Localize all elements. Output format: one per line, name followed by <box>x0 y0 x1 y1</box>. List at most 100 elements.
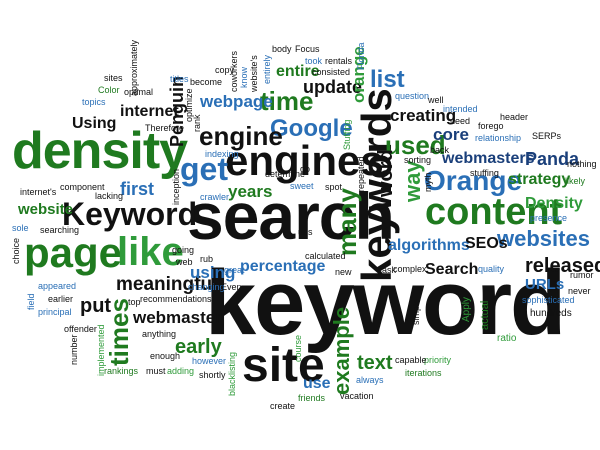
word-know-vertical: know <box>239 66 249 88</box>
word-websites-apos-vertical: website's <box>249 55 259 92</box>
word-quality: quality <box>478 264 505 274</box>
word-rank-vertical: rank <box>192 114 202 132</box>
word-optimize-vertical: optimize <box>184 88 194 122</box>
word-consisted: consisted <box>312 67 351 77</box>
word-lacking: lacking <box>95 191 124 201</box>
word-sweet: sweet <box>290 181 314 191</box>
word-question: question <box>395 91 430 101</box>
word-sorting: sorting <box>404 155 432 165</box>
word-optimal: optimal <box>124 87 154 97</box>
word-Keyword: Keyword <box>62 196 198 232</box>
word-changing: changing <box>188 282 225 292</box>
word-use: use <box>303 375 331 392</box>
word-text: text <box>357 352 393 374</box>
word-simple-vertical: simple <box>411 298 421 325</box>
word-way-vertical: way <box>400 160 425 202</box>
word-released: released <box>525 255 600 277</box>
word-like: like <box>117 230 184 274</box>
word-entire: entire <box>276 63 320 80</box>
word-capable: capable <box>395 355 427 365</box>
word-webmaster: webmaster <box>133 308 222 327</box>
word-great: great <box>224 265 245 275</box>
word-well: well <box>428 95 444 105</box>
word-topics: topics <box>82 97 106 107</box>
word-rankings: rankings <box>104 366 139 376</box>
word-Panda: Panda <box>525 149 580 169</box>
word-using: using <box>190 263 236 282</box>
word-ratio: ratio <box>497 333 517 344</box>
word-calculated: calculated <box>305 251 346 261</box>
word-myth-vertical: myth <box>423 172 433 192</box>
word-time: time <box>260 86 314 116</box>
word-nothing: nothing <box>567 159 597 169</box>
word-ask: ask <box>382 265 397 275</box>
word-create: create <box>270 401 296 411</box>
word-entirely-vertical: entirely <box>262 54 272 84</box>
word-Focus: Focus <box>295 44 320 54</box>
word-actual-vertical: actual <box>479 300 491 330</box>
word-number-vertical: number <box>69 334 79 365</box>
word-appeared: appeared <box>38 281 77 291</box>
word-searching: searching <box>40 225 80 235</box>
word-Color: Color <box>98 85 120 95</box>
word-first: first <box>120 179 155 199</box>
word-list: list <box>370 66 405 93</box>
word-Apply-vertical: Apply <box>461 296 472 322</box>
word-indexing: indexing <box>205 149 239 159</box>
word-sole: sole <box>12 223 29 233</box>
word-back: back <box>430 145 450 155</box>
word-percentage: percentage <box>240 258 326 275</box>
word-must: must <box>146 366 166 376</box>
word-SEOs: SEOs <box>465 235 508 252</box>
word-Therefore: Therefore <box>145 123 185 133</box>
word-implemented-vertical: implemented <box>96 324 106 376</box>
word-used: used <box>385 130 446 160</box>
word-body: body <box>272 44 292 54</box>
word-repeated-vertical: repeated <box>356 156 366 192</box>
word-internets: internet's <box>20 187 57 197</box>
word-sophisticated: sophisticated <box>522 295 575 305</box>
word-offender: offender <box>64 324 97 334</box>
word-component: component <box>60 182 105 192</box>
word-become: become <box>190 77 223 87</box>
word-hundreds: hundreds <box>530 308 572 319</box>
word-anything: anything <box>142 329 177 339</box>
word-new: new <box>335 267 352 277</box>
word-page: page <box>24 229 123 276</box>
word-choice-vertical: choice <box>11 237 21 264</box>
word-spot: spot <box>325 182 343 192</box>
word-webpage: webpage <box>200 92 273 111</box>
word-course-vertical: course <box>293 334 303 362</box>
word-go: go <box>300 164 311 174</box>
word-need: need <box>450 116 471 126</box>
word-core: core <box>433 125 469 144</box>
word-web: web <box>176 257 193 267</box>
word-earlier: earlier <box>48 294 74 304</box>
word-enough: enough <box>150 351 181 361</box>
word-early: early <box>175 336 222 358</box>
word-iterations: iterations <box>405 368 442 378</box>
word-however: however <box>192 356 227 366</box>
word-principal: principal <box>38 307 72 317</box>
word-adding: adding <box>167 366 195 376</box>
word-website: website <box>18 201 74 218</box>
word-creating: creating <box>390 106 457 125</box>
word-never: never <box>568 286 591 296</box>
word-Using: Using <box>72 115 117 132</box>
word-Google: Google <box>270 115 353 142</box>
word-engine: engine <box>199 121 283 151</box>
word-site: site <box>242 339 325 392</box>
word-Florida-vertical: Florida <box>356 42 366 70</box>
word-Density: Density <box>525 195 583 212</box>
word-forego: forego <box>478 121 504 131</box>
word-word-vertical: word <box>375 149 397 197</box>
word-presence: presence <box>530 213 568 223</box>
word-recommendations: recommendations <box>140 294 212 304</box>
word-SERPs: SERPs <box>532 131 562 141</box>
word-content: content <box>425 191 563 233</box>
word-titles: titles <box>170 74 189 84</box>
word-put: put <box>80 295 112 317</box>
word-update: update <box>303 77 363 97</box>
word-vacation: vacation <box>340 391 374 401</box>
